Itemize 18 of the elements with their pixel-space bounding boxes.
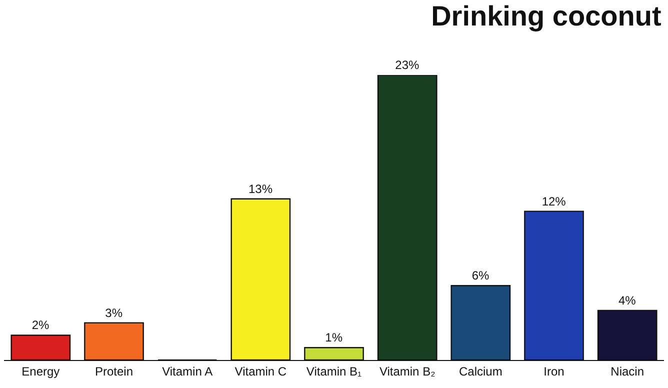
data-label: 23% <box>395 58 420 72</box>
x-tick-label: Iron <box>544 364 564 378</box>
data-label: 6% <box>472 268 490 283</box>
x-tick-label: Vitamin B₂ <box>379 364 436 378</box>
data-label: 3% <box>105 306 123 320</box>
data-label: 12% <box>542 194 566 208</box>
data-label: 1% <box>325 330 343 345</box>
chart-title: Drinking coconut <box>431 0 662 32</box>
x-tick-label: Calcium <box>459 364 502 378</box>
data-label: 13% <box>248 182 273 196</box>
x-tick-label: Vitamin C <box>234 364 287 378</box>
data-label: 2% <box>32 318 50 332</box>
x-tick-label: Vitamin A <box>162 364 213 378</box>
x-tick-label: Niacin <box>610 364 644 378</box>
data-label: 4% <box>618 293 636 308</box>
x-tick-label: Protein <box>94 364 134 378</box>
x-tick-label: Energy <box>22 364 60 378</box>
x-tick-label: Vitamin B₁ <box>306 364 362 378</box>
